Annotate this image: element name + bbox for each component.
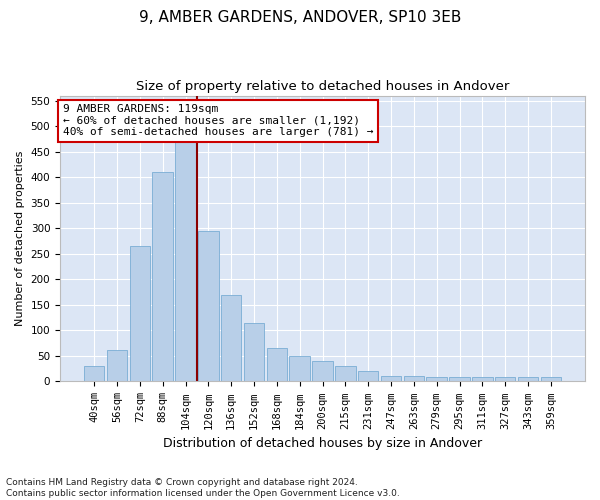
Bar — [518, 378, 538, 382]
Bar — [84, 366, 104, 382]
Bar — [198, 231, 218, 382]
Bar — [427, 378, 447, 382]
X-axis label: Distribution of detached houses by size in Andover: Distribution of detached houses by size … — [163, 437, 482, 450]
Bar — [495, 378, 515, 382]
Bar — [335, 366, 356, 382]
Bar — [107, 350, 127, 382]
Bar — [221, 294, 241, 382]
Bar — [541, 378, 561, 382]
Bar — [130, 246, 150, 382]
Bar — [312, 361, 333, 382]
Bar — [472, 378, 493, 382]
Bar — [381, 376, 401, 382]
Bar — [152, 172, 173, 382]
Y-axis label: Number of detached properties: Number of detached properties — [15, 151, 25, 326]
Bar — [404, 376, 424, 382]
Bar — [358, 371, 379, 382]
Title: Size of property relative to detached houses in Andover: Size of property relative to detached ho… — [136, 80, 509, 93]
Text: 9, AMBER GARDENS, ANDOVER, SP10 3EB: 9, AMBER GARDENS, ANDOVER, SP10 3EB — [139, 10, 461, 25]
Bar — [244, 322, 264, 382]
Text: 9 AMBER GARDENS: 119sqm
← 60% of detached houses are smaller (1,192)
40% of semi: 9 AMBER GARDENS: 119sqm ← 60% of detache… — [62, 104, 373, 138]
Bar — [449, 378, 470, 382]
Bar — [175, 139, 196, 382]
Bar — [266, 348, 287, 382]
Bar — [289, 356, 310, 382]
Text: Contains HM Land Registry data © Crown copyright and database right 2024.
Contai: Contains HM Land Registry data © Crown c… — [6, 478, 400, 498]
